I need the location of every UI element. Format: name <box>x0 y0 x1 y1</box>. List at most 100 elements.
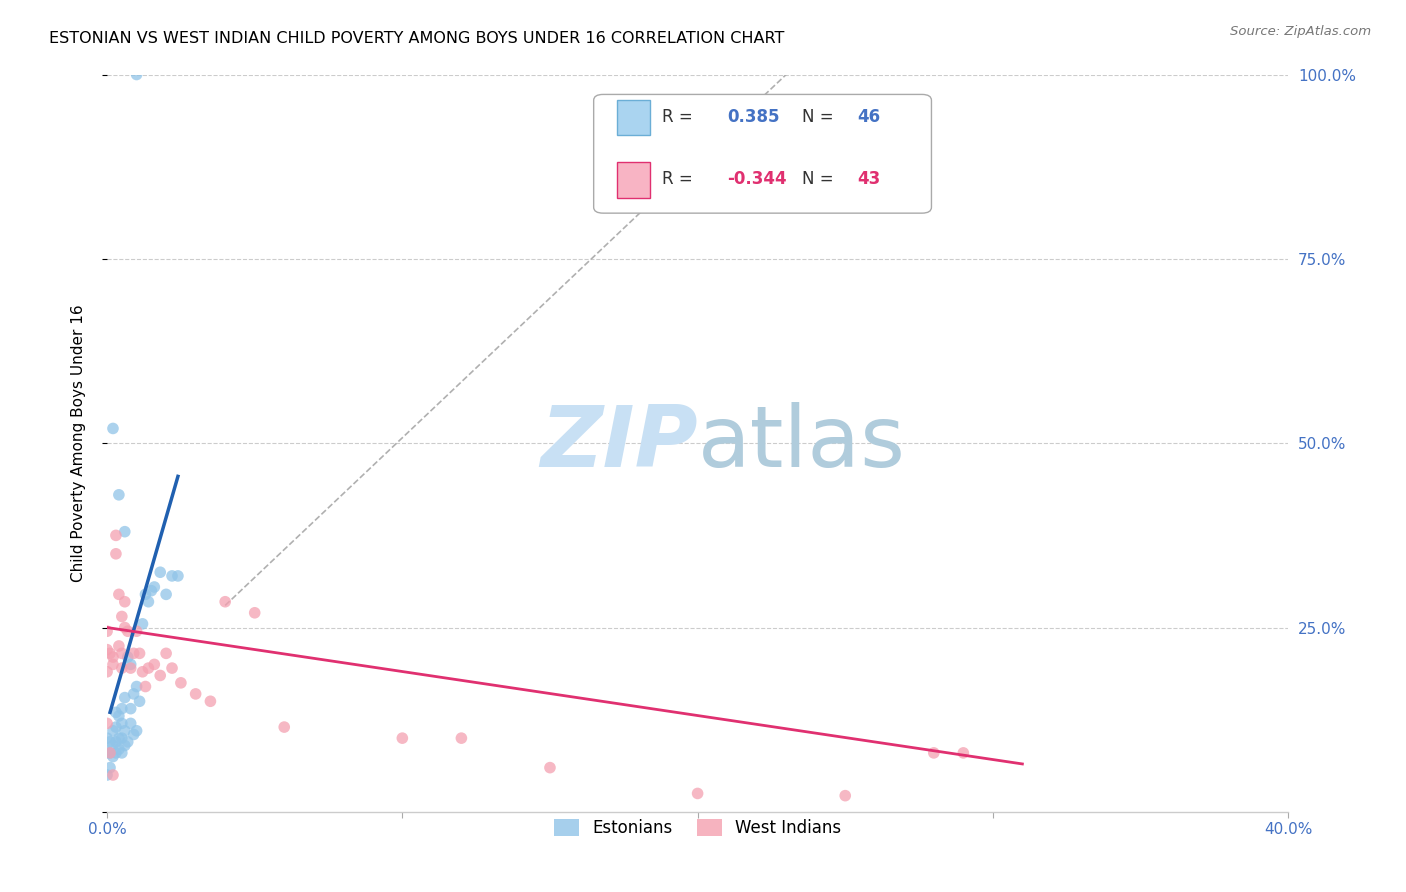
Point <box>114 621 136 635</box>
Point <box>243 606 266 620</box>
Point <box>111 716 134 731</box>
Point <box>101 723 124 738</box>
Point <box>114 739 136 753</box>
Point <box>101 749 124 764</box>
Point <box>149 566 172 580</box>
Point <box>143 657 166 672</box>
Point <box>111 731 134 746</box>
Point <box>96 716 118 731</box>
Point <box>138 595 160 609</box>
Point <box>214 595 236 609</box>
Text: R =: R = <box>662 170 699 188</box>
Point <box>108 488 131 502</box>
Point <box>104 735 127 749</box>
Point <box>138 661 160 675</box>
FancyBboxPatch shape <box>617 162 651 198</box>
Point <box>160 569 183 583</box>
Point <box>111 609 134 624</box>
Point <box>128 694 150 708</box>
Point <box>101 739 124 753</box>
Point <box>96 665 118 679</box>
Point <box>167 569 190 583</box>
Point <box>101 768 124 782</box>
Text: N =: N = <box>801 170 838 188</box>
Text: ESTONIAN VS WEST INDIAN CHILD POVERTY AMONG BOYS UNDER 16 CORRELATION CHART: ESTONIAN VS WEST INDIAN CHILD POVERTY AM… <box>49 31 785 46</box>
Point <box>114 595 136 609</box>
Point <box>450 731 472 746</box>
Point <box>98 746 121 760</box>
Point <box>96 624 118 639</box>
Point <box>117 650 139 665</box>
Point <box>131 616 153 631</box>
Point <box>391 731 413 746</box>
Point <box>686 787 709 801</box>
FancyBboxPatch shape <box>617 100 651 135</box>
Y-axis label: Child Poverty Among Boys Under 16: Child Poverty Among Boys Under 16 <box>72 304 86 582</box>
Point <box>143 580 166 594</box>
Point <box>114 524 136 539</box>
Point <box>104 706 127 720</box>
Point <box>98 646 121 660</box>
Point <box>952 746 974 760</box>
Point <box>104 547 127 561</box>
Point <box>834 789 856 803</box>
Point <box>98 761 121 775</box>
Point <box>120 661 142 675</box>
Point <box>128 646 150 660</box>
Point <box>125 680 148 694</box>
Point <box>111 646 134 660</box>
Point <box>96 768 118 782</box>
Point <box>120 716 142 731</box>
Text: 0.385: 0.385 <box>727 108 779 126</box>
Point <box>149 668 172 682</box>
Text: 43: 43 <box>858 170 880 188</box>
Point <box>125 624 148 639</box>
Point <box>117 624 139 639</box>
Point <box>160 661 183 675</box>
Point <box>114 723 136 738</box>
Point <box>101 650 124 665</box>
Point <box>111 746 134 760</box>
Point <box>111 661 134 675</box>
Point <box>134 587 156 601</box>
Point <box>104 720 127 734</box>
Text: ZIP: ZIP <box>540 401 697 484</box>
Point <box>96 642 118 657</box>
Point <box>200 694 222 708</box>
Point <box>184 687 207 701</box>
Point <box>922 746 945 760</box>
Legend: Estonians, West Indians: Estonians, West Indians <box>547 813 848 844</box>
Point <box>108 587 131 601</box>
Point <box>111 701 134 715</box>
Point <box>141 583 163 598</box>
Point <box>538 761 561 775</box>
Point <box>96 746 118 760</box>
Point <box>96 731 118 746</box>
Point <box>120 701 142 715</box>
Point <box>122 727 145 741</box>
Point <box>134 680 156 694</box>
Point <box>101 657 124 672</box>
Point <box>108 731 131 746</box>
Text: Source: ZipAtlas.com: Source: ZipAtlas.com <box>1230 25 1371 38</box>
Point <box>122 687 145 701</box>
FancyBboxPatch shape <box>593 95 931 213</box>
Point <box>108 639 131 653</box>
Point <box>155 646 177 660</box>
Point <box>125 723 148 738</box>
Text: R =: R = <box>662 108 699 126</box>
Point <box>131 665 153 679</box>
Point <box>98 735 121 749</box>
Text: atlas: atlas <box>697 401 905 484</box>
Point <box>108 742 131 756</box>
Point <box>108 709 131 723</box>
Text: -0.344: -0.344 <box>727 170 787 188</box>
Point <box>101 421 124 435</box>
Point <box>120 657 142 672</box>
Text: N =: N = <box>801 108 838 126</box>
Point <box>114 690 136 705</box>
Point <box>104 528 127 542</box>
Point <box>273 720 295 734</box>
Point <box>122 646 145 660</box>
Point <box>155 587 177 601</box>
